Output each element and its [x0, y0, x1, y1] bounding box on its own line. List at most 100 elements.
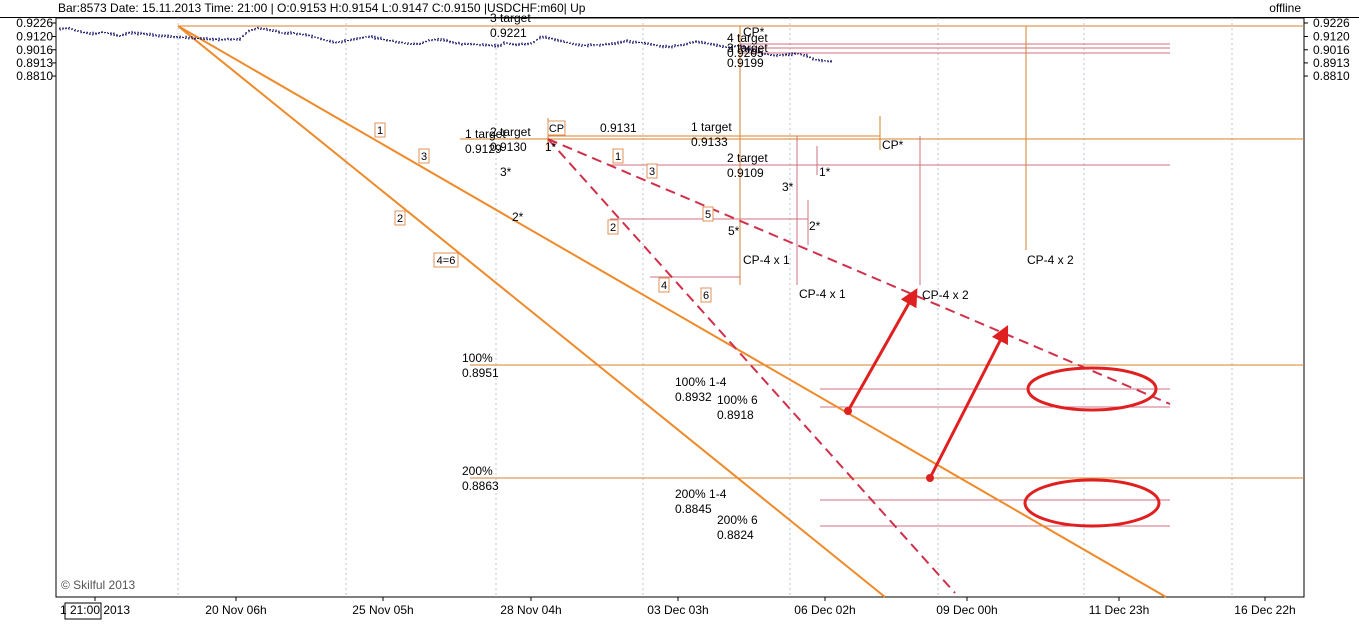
y-tick-label-right: 0.8913: [1313, 56, 1350, 70]
time-cursor-box: [64, 602, 102, 620]
level-label-value: 0.9133: [691, 135, 728, 149]
level-label-name: 1 target: [691, 120, 732, 134]
level-label-value: 0.9205: [727, 46, 764, 60]
wave-label: 5: [705, 209, 711, 221]
level-label-value: 0.8863: [462, 479, 499, 493]
marker-label: CP*: [882, 138, 904, 152]
arrow-start-dot-1: [844, 407, 852, 415]
trendline-upper: [177, 25, 1167, 598]
wave-label-box: [646, 163, 658, 179]
x-tick-label: 11 Dec 23h: [1089, 603, 1150, 617]
wave-label: 6: [703, 290, 709, 302]
level-label-value: 0.8951: [462, 366, 499, 380]
marker-label: CP-4 x 1: [799, 287, 846, 301]
level-label-name: 100%: [462, 351, 493, 365]
level-label-value: 0.8824: [717, 528, 754, 542]
wave-label-box: [700, 287, 712, 303]
marker-label: 3*: [500, 165, 512, 179]
y-tick-label-right: 0.9120: [1313, 30, 1350, 44]
info-bar: Bar:8573 Date: 15.11.2013 Time: 21:00 | …: [58, 1, 586, 15]
wave-label: 4: [661, 280, 667, 292]
level-label-name: 200%: [462, 464, 493, 478]
marker-label: 5*: [728, 224, 740, 238]
wave-label-box: [433, 252, 459, 268]
arrow-up-2: [928, 324, 1009, 479]
y-tick-label-left: 0.8913: [16, 56, 53, 70]
level-label-value: 0.9199: [727, 56, 764, 70]
grid: [0, 17, 1359, 598]
level-label-name: 3 target: [490, 11, 531, 25]
wave-label-box: [612, 148, 624, 164]
marker-label: 3*: [782, 180, 794, 194]
wave-label-box: [547, 120, 566, 136]
target-ellipse-lower: [1023, 478, 1161, 528]
level-label-name: 1 target: [465, 127, 506, 141]
wave-label: 3: [649, 166, 655, 178]
arrow-up-1: [846, 288, 918, 412]
level-label-value: 0.9131: [600, 121, 637, 135]
dashed-line-lower: [547, 138, 956, 594]
wave-label: CP: [549, 123, 564, 135]
x-tick-label: 25 Nov 05h: [352, 603, 413, 617]
arrows: [844, 288, 1161, 528]
price-candles: [59, 26, 832, 63]
marker-label: 2*: [809, 219, 821, 233]
y-tick-label-right: 0.9016: [1313, 43, 1350, 57]
level-label-value: 0.8845: [675, 502, 712, 516]
status-badge: offline: [1269, 1, 1301, 15]
trendline-lower: [177, 25, 886, 598]
x-tick-label: 20 Nov 06h: [205, 603, 266, 617]
wave-label-box: [658, 277, 670, 293]
marker-label: 2*: [512, 210, 524, 224]
y-tick-label-left: 0.9120: [16, 30, 53, 44]
level-label-name: 200% 1-4: [675, 487, 727, 501]
credit-text: © Skilful 2013: [61, 578, 136, 592]
level-label-name: 3 target: [727, 41, 768, 55]
level-label-name: 200% 6: [717, 513, 758, 527]
x-tick-label: 03 Dec 03h: [647, 603, 708, 617]
level-label-name: 100% 1-4: [675, 375, 727, 389]
wave-label: 1: [377, 125, 383, 137]
marker-label: 1*: [545, 140, 557, 154]
level-label-value: 0.8918: [717, 408, 754, 422]
wave-label: 2: [397, 213, 403, 225]
wave-label-box: [607, 219, 619, 235]
wave-label-box: [702, 206, 714, 222]
level-label-name: 100% 6: [717, 393, 758, 407]
level-label-value: 0.9129: [465, 142, 502, 156]
wave-label-box: [374, 122, 386, 138]
level-label-value: 0.9109: [727, 166, 764, 180]
marker-label: CP-4 x 2: [1027, 253, 1074, 267]
level-lines: [178, 25, 1304, 527]
level-label-name: 4 target: [727, 31, 768, 45]
y-tick-label-right: 0.9226: [1313, 16, 1350, 30]
dashed-line-upper: [547, 138, 1171, 405]
arrow-start-dot-2: [926, 474, 934, 482]
wave-label: 4=6: [437, 255, 456, 267]
wave-label-box: [418, 148, 430, 164]
level-label-name: 2 target: [727, 151, 768, 165]
y-tick-label-right: 0.8810: [1313, 69, 1350, 83]
level-label-name: 2 target: [490, 125, 531, 139]
trend-lines: [177, 25, 1171, 598]
x-tick-label: 09 Dec 00h: [936, 603, 997, 617]
y-tick-label-left: 0.9016: [16, 43, 53, 57]
y-tick-label-left: 0.9226: [16, 16, 53, 30]
marker-label: 1*: [819, 165, 831, 179]
target-ellipse-upper: [1026, 366, 1158, 412]
marker-label: CP*: [743, 25, 765, 39]
y-tick-label-left: 0.8810: [16, 69, 53, 83]
level-label-value: 0.9221: [490, 26, 527, 40]
marker-label: CP-4 x 2: [922, 288, 969, 302]
x-tick-label: 16 Dec 22h: [1234, 603, 1295, 617]
wave-label: 2: [610, 222, 616, 234]
level-label-value: 0.9130: [490, 140, 527, 154]
x-tick-label: 1 21:00 2013: [60, 603, 130, 617]
wave-label-box: [394, 210, 406, 226]
level-label-value: 0.8932: [675, 390, 712, 404]
x-tick-label: 28 Nov 04h: [500, 603, 561, 617]
